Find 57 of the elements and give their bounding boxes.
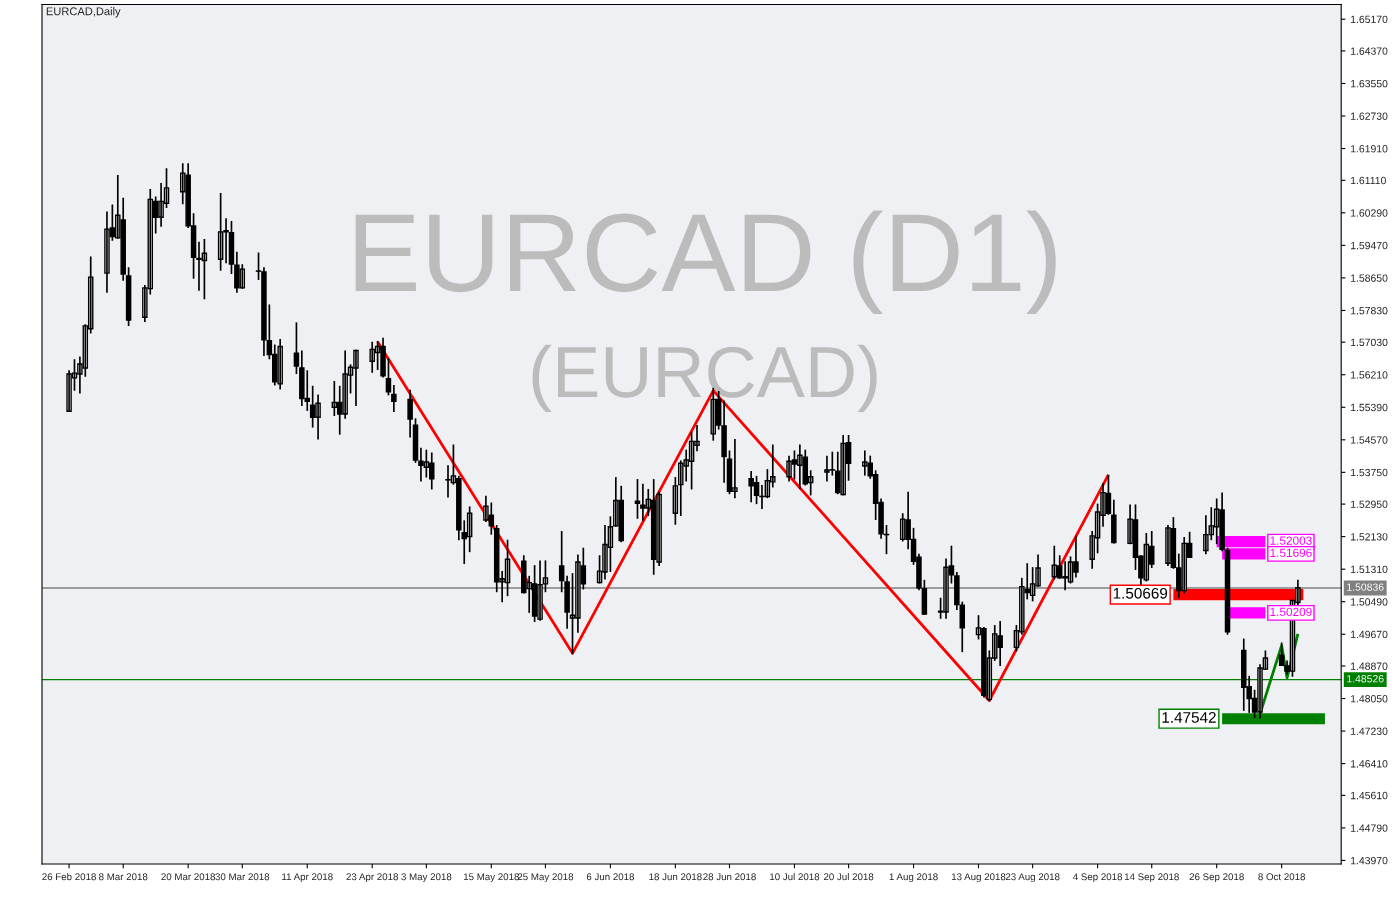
y-tick-label: 1.54570 <box>1351 436 1388 444</box>
line-series <box>376 340 1110 702</box>
y-tick-label: 1.63550 <box>1351 79 1388 88</box>
ref-line-label: 1.50836 <box>1347 583 1384 591</box>
x-tick-label: 3 May 2018 <box>401 873 452 883</box>
x-tick-label: 20 Jul 2018 <box>823 873 874 881</box>
chart-title: EURCAD,Daily <box>46 7 121 18</box>
y-tick-label: 1.46410 <box>1351 760 1388 768</box>
series-label: 1.50669 <box>1113 587 1168 599</box>
x-tick-label: 20 Mar 2018 <box>161 873 216 881</box>
ref-line-label: 1.48526 <box>1347 675 1384 683</box>
legend-label: 1.51696 <box>1270 548 1312 558</box>
x-tick-label: 26 Sep 2018 <box>1189 873 1244 883</box>
x-tick-label: 18 Jun 2018 <box>649 873 702 881</box>
y-tick-label: 1.45610 <box>1351 791 1388 800</box>
x-tick-label: 28 Jun 2018 <box>703 873 756 881</box>
y-tick-label: 1.59470 <box>1351 241 1388 250</box>
x-tick-label: 23 Aug 2018 <box>1005 873 1060 883</box>
series-label: 1.50209 <box>1270 607 1312 617</box>
y-tick-label: 1.52130 <box>1351 533 1388 541</box>
y-tick-label: 1.52950 <box>1351 500 1388 508</box>
y-tick-label: 1.49670 <box>1351 630 1388 639</box>
y-tick-label: 1.61910 <box>1351 145 1388 153</box>
x-tick-label: 4 Sep 2018 <box>1072 873 1123 883</box>
y-tick-label: 1.44790 <box>1351 824 1388 832</box>
y-tick-label: 1.48050 <box>1351 695 1388 703</box>
y-tick-label: 1.56210 <box>1351 371 1388 379</box>
x-tick-label: 30 Mar 2018 <box>215 873 270 881</box>
x-tick-label: 14 Sep 2018 <box>1124 873 1179 883</box>
y-tick-label: 1.57830 <box>1351 306 1388 315</box>
x-tick-label: 1 Aug 2018 <box>889 873 938 883</box>
x-tick-label: 15 May 2018 <box>463 873 519 883</box>
series-label: 1.47542 <box>1162 711 1216 723</box>
y-tick-label: 1.62730 <box>1351 112 1388 120</box>
y-tick-label: 1.48870 <box>1351 662 1388 670</box>
series-label: 1.52003 <box>1270 536 1312 545</box>
y-tick-label: 1.51310 <box>1351 565 1388 574</box>
y-tick-label: 1.47230 <box>1351 727 1388 735</box>
y-tick-label: 1.65170 <box>1351 15 1388 24</box>
x-tick-label: 23 Apr 2018 <box>346 873 399 883</box>
y-tick-label: 1.55390 <box>1351 403 1388 412</box>
x-tick-label: 11 Apr 2018 <box>282 873 333 883</box>
y-tick-label: 1.61110 <box>1351 176 1386 185</box>
y-tick-label: 1.57030 <box>1351 338 1388 347</box>
x-tick-label: 6 Jun 2018 <box>586 873 635 881</box>
x-tick-label: 8 Mar 2018 <box>99 873 148 881</box>
y-tick-label: 1.50490 <box>1351 598 1388 606</box>
x-tick-label: 10 Jul 2018 <box>770 873 820 881</box>
y-tick-label: 1.58650 <box>1351 274 1388 282</box>
y-tick-label: 1.60290 <box>1351 209 1388 217</box>
y-tick-label: 1.64370 <box>1351 47 1388 55</box>
y-tick-label: 1.43970 <box>1351 856 1388 865</box>
x-tick-label: 8 Oct 2018 <box>1258 873 1306 881</box>
x-tick-label: 26 Feb 2018 <box>42 873 96 881</box>
y-tick-label: 1.53750 <box>1351 468 1388 477</box>
x-tick-label: 25 May 2018 <box>517 873 574 883</box>
x-tick-label: 13 Aug 2018 <box>951 873 1006 883</box>
